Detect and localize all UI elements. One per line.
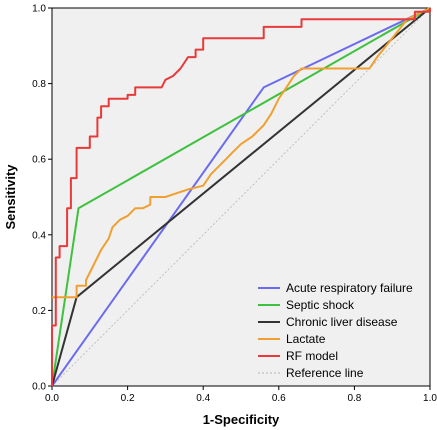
x-tick-label: 0.8 [347, 393, 361, 404]
x-tick-label: 0.6 [272, 393, 286, 404]
axis-ticks: 0.0 0.2 0.4 0.6 0.8 1.0 0.0 0.2 0.4 0.6 0.8 1.0 [32, 4, 437, 405]
y-tick-label: 0.6 [32, 155, 46, 166]
acute-respiratory-failure-legend-label: Acute respiratory failure [286, 281, 413, 295]
chronic-liver-disease-legend-label: Chronic liver disease [286, 315, 398, 329]
y-tick-label: 0.0 [32, 382, 46, 393]
series-lines [51, 7, 431, 387]
y-tick-label: 0.2 [32, 306, 46, 317]
lactate-legend-label: Lactate [286, 332, 326, 346]
x-tick-label: 1.0 [423, 393, 437, 404]
rf-model-legend-label: RF model [286, 349, 338, 363]
x-tick-label: 0.4 [196, 393, 210, 404]
x-axis-title: 1-Specificity [203, 412, 280, 427]
septic-shock-legend-label: Septic shock [286, 298, 355, 312]
rf-model-line [51, 8, 431, 386]
reference-line-legend-label: Reference line [286, 366, 364, 380]
legend: Acute respiratory failure Septic shock Chr… [258, 281, 413, 380]
y-tick-label: 0.8 [32, 79, 46, 90]
x-tick-label: 0.2 [121, 393, 135, 404]
reference-line-line [51, 7, 431, 387]
acute-respiratory-failure-line [51, 7, 431, 387]
septic-shock-line [51, 7, 431, 387]
x-tick-label: 0.0 [45, 393, 59, 404]
y-tick-label: 0.4 [32, 230, 46, 241]
y-tick-label: 1.0 [32, 4, 46, 15]
y-axis-title: Sensitivity [3, 164, 18, 230]
lactate-line [52, 7, 431, 299]
